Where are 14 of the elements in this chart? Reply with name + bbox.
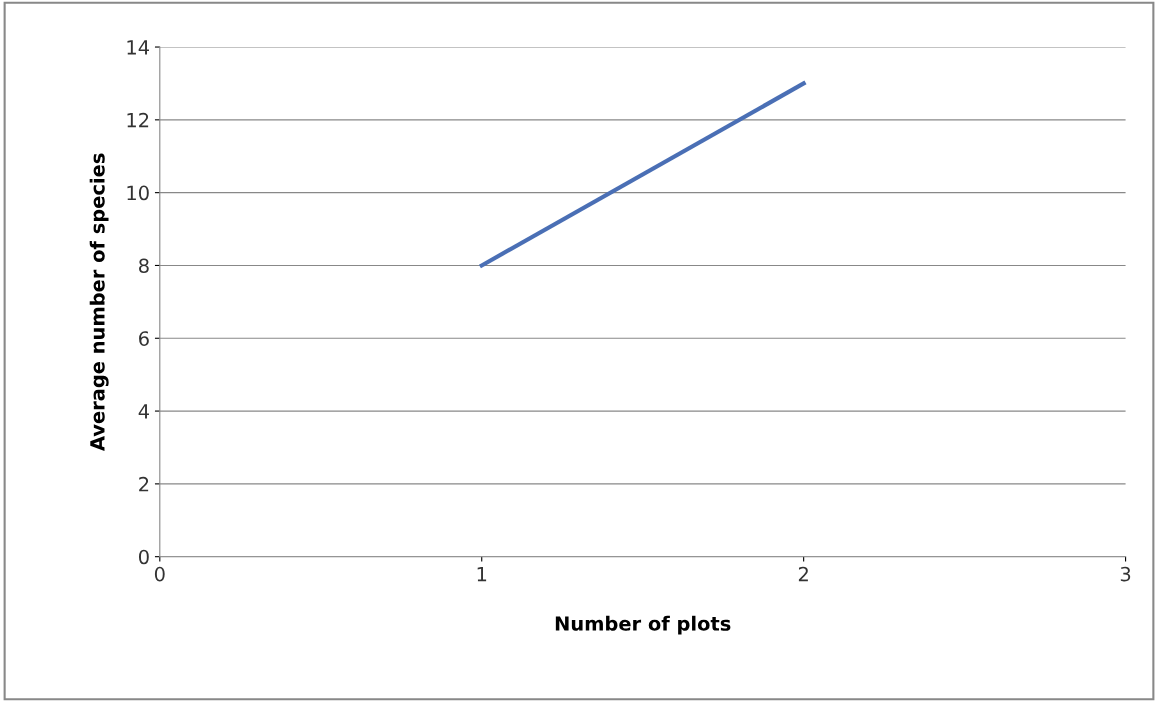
x-axis-title: Number of plots <box>555 615 731 635</box>
y-tick-label: 4 <box>138 404 149 419</box>
y-tick-label: 2 <box>139 476 149 492</box>
y-tick-label: 6 <box>139 331 149 346</box>
x-tick-label: 2 <box>798 566 808 582</box>
x-tick-label: 1 <box>477 567 487 582</box>
x-tick-label: 0 <box>154 566 165 582</box>
y-tick-label: 8 <box>139 258 149 274</box>
y-tick-label: 12 <box>127 112 149 128</box>
y-tick-label: 14 <box>127 40 149 55</box>
y-tick-label: 0 <box>138 549 149 565</box>
y-axis-title: Average number of species <box>89 153 109 451</box>
x-tick-label: 3 <box>1120 566 1131 582</box>
y-tick-label: 10 <box>127 185 149 201</box>
